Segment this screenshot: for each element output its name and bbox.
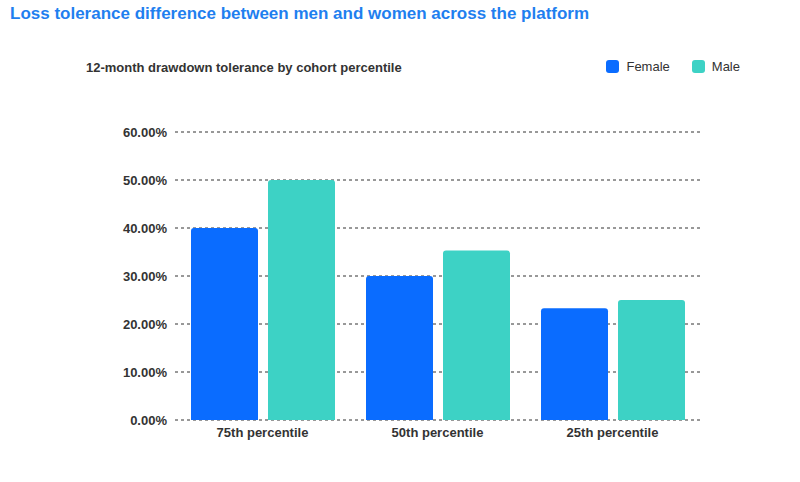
- svg-text:50th percentile: 50th percentile: [392, 425, 484, 440]
- html-text:Male: Male: [711, 59, 740, 74]
- html-text:Loss tolerance difference betw: Loss tolerance difference between men an…: [10, 4, 590, 23]
- svg-text:75th percentile: 75th percentile: [217, 425, 309, 440]
- svg-text:10.00%: 10.00%: [123, 365, 168, 380]
- svg-text:30.00%: 30.00%: [123, 269, 168, 284]
- svg-text:50.00%: 50.00%: [123, 173, 168, 188]
- html-text:Female: Female: [626, 59, 670, 74]
- svg-text:40.00%: 40.00%: [123, 221, 168, 236]
- svg-text:60.00%: 60.00%: [123, 125, 168, 140]
- svg-text:20.00%: 20.00%: [123, 317, 168, 332]
- html-text:12-month drawdown tolerance by: 12-month drawdown tolerance by cohort pe…: [86, 60, 402, 75]
- svg-text:25th percentile: 25th percentile: [567, 425, 659, 440]
- svg-text:0.00%: 0.00%: [130, 413, 167, 428]
